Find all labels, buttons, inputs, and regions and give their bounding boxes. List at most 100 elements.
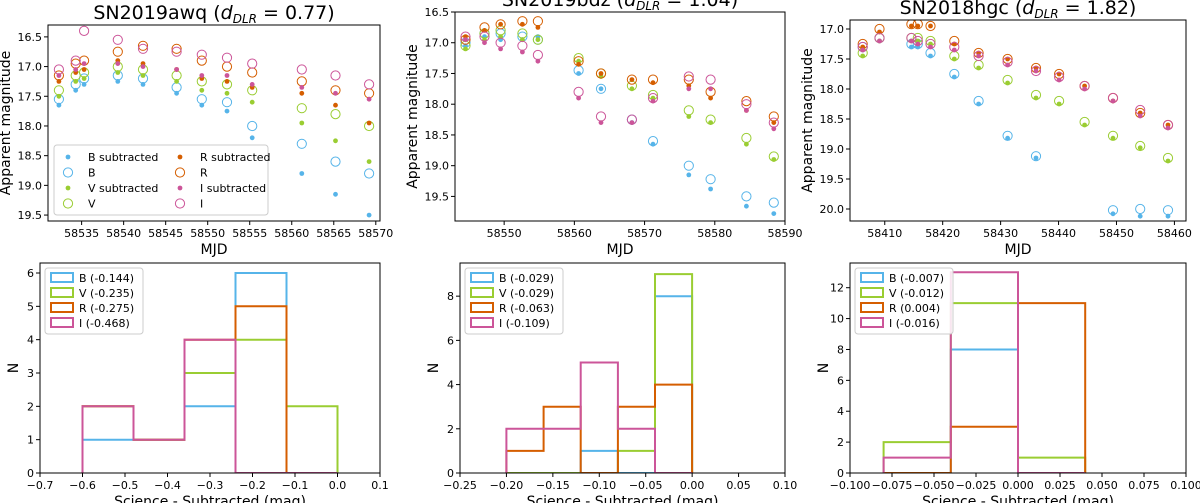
point-i-subtracted [174, 67, 180, 72]
y-tick-label: 1 [27, 434, 34, 447]
point-b-subtracted [299, 171, 305, 176]
point-i [647, 93, 659, 104]
x-tick-label: 58535 [64, 227, 99, 240]
legend: B (-0.144) V (-0.235) R (-0.275) I (-0.468) [44, 267, 144, 335]
x-tick-label: −0.25 [443, 479, 477, 492]
data-marks [53, 25, 375, 218]
data-marks [505, 273, 694, 473]
point-i [196, 49, 207, 60]
x-tick-label: 0.00 [680, 479, 705, 492]
point-i [532, 49, 544, 61]
point-v [741, 132, 752, 144]
legend-label: V (-0.235) [79, 287, 134, 300]
y-tick-label: 0 [27, 467, 34, 480]
x-tick-label: −0.1 [282, 479, 309, 492]
point-i [768, 117, 779, 128]
x-tick-label: 58560 [557, 227, 592, 240]
chart-1: 58535 58540 58545 58550 58555 58560 58565 58570… [0, 2, 393, 258]
point-i-subtracted [140, 64, 146, 69]
x-tick-label: 58580 [697, 227, 732, 240]
histogram-i [505, 361, 693, 473]
x-tick-label: 58450 [1099, 227, 1134, 240]
x-tick-label: 58430 [983, 227, 1018, 240]
point-i-subtracted [299, 85, 305, 90]
legend-label: I [200, 198, 203, 211]
point-i [595, 111, 607, 122]
point-i-subtracted [115, 61, 121, 66]
point-i-subtracted [224, 73, 230, 78]
point-b [171, 82, 182, 93]
legend-label: B subtracted [88, 151, 158, 164]
point-b-subtracted [366, 212, 372, 218]
legend-swatch [470, 287, 494, 298]
point-r [364, 88, 375, 99]
y-tick-label: 2 [837, 436, 844, 449]
y-tick-label: 18.0 [820, 83, 845, 96]
point-i [53, 64, 65, 75]
y-tick-label: 18.5 [18, 150, 43, 163]
point-i-subtracted [744, 108, 749, 113]
point-r-subtracted [498, 21, 503, 27]
chart-6: −0.100 −0.075 −0.050 −0.025 0.000 0.025 0.050 0… [816, 262, 1200, 503]
x-tick-label: 58570 [358, 227, 393, 240]
point-i [705, 74, 716, 85]
point-r [532, 16, 544, 27]
point-b-subtracted [333, 191, 338, 197]
point-v-subtracted [199, 87, 205, 93]
legend-label: I subtracted [200, 182, 266, 195]
point-b [741, 191, 752, 202]
point-b [705, 174, 716, 185]
legend-swatch [860, 272, 884, 283]
point-i [683, 71, 694, 82]
y-tick-label: 17.5 [820, 53, 845, 66]
point-b-subtracted [224, 108, 230, 114]
point-r [112, 46, 123, 57]
title-math: d [624, 0, 637, 11]
point-i [857, 41, 868, 53]
x-tick-label: −0.6 [69, 479, 96, 492]
y-tick-label: 20.0 [820, 203, 845, 216]
x-tick-label: 58545 [148, 227, 183, 240]
point-i [330, 70, 341, 81]
x-axis-label: Science - Subtracted (mag) [922, 494, 1114, 503]
point-b [683, 160, 694, 171]
y-tick-label: 18.5 [820, 113, 845, 126]
x-tick-label: −0.5 [112, 479, 139, 492]
y-tick-label: 0 [837, 467, 844, 480]
point-r-subtracted [81, 67, 87, 72]
point-b-subtracted [249, 135, 255, 141]
legend-swatch [470, 317, 494, 328]
x-tick-label: −0.050 [914, 479, 955, 492]
y-tick-label: 8 [447, 290, 454, 303]
point-i-subtracted [199, 73, 205, 78]
chart-title: SN2019awq (dDLR = 0.77) [93, 2, 334, 26]
x-tick-label: 58550 [487, 227, 522, 240]
point-i [925, 38, 936, 50]
point-r [573, 56, 584, 67]
y-tick-label: 19.0 [18, 179, 43, 192]
point-i [112, 34, 123, 45]
legend-label: R (0.004) [889, 302, 940, 315]
x-axis-label: MJD [1005, 242, 1032, 258]
legend-swatch [860, 287, 884, 298]
point-b [221, 97, 233, 108]
point-i [973, 50, 984, 62]
point-r [460, 34, 471, 45]
chart-3: 58410 58420 58430 58440 58450 58460 17.0 17.5 18… [800, 0, 1192, 258]
point-i-subtracted [73, 67, 79, 72]
point-i [906, 32, 917, 44]
point-r [925, 20, 936, 32]
y-tick-label: 17.0 [425, 37, 450, 50]
y-tick-label: 2 [27, 400, 34, 413]
legend-marker [174, 167, 186, 178]
legend: B (-0.029) V (-0.029) R (-0.063) I (-0.109) [464, 267, 564, 335]
title-prefix: SN2019awq ( [93, 2, 220, 24]
point-i-subtracted [366, 96, 372, 102]
histogram-i [81, 338, 338, 473]
point-r-subtracted [915, 23, 921, 29]
point-b [364, 168, 375, 179]
point-i [460, 31, 471, 42]
point-v [517, 28, 528, 39]
legend-label: B [88, 167, 96, 180]
